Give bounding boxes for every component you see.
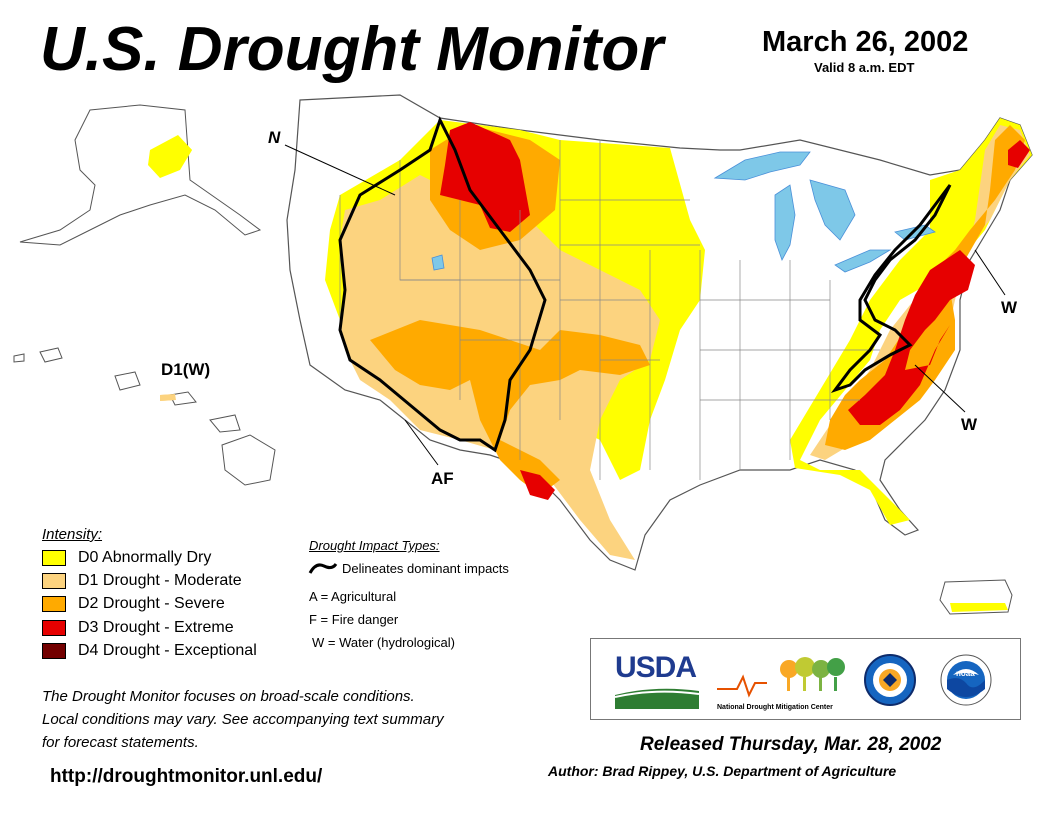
state-borders: [339, 140, 880, 480]
hawaii-islands: [13, 347, 276, 486]
valid-time: Valid 8 a.m. EDT: [814, 60, 915, 75]
d3-texas: [520, 470, 555, 500]
impact-delineates-text: Delineates dominant impacts: [342, 561, 509, 576]
legend-label-d0: D0 Abnormally Dry: [78, 549, 212, 566]
legend-item-d4: D4 Drought - Exceptional: [42, 641, 257, 661]
impact-line-east: [830, 184, 952, 393]
legend-swatch-d2: [42, 596, 66, 612]
website-url[interactable]: http://droughtmonitor.unl.edu/: [50, 766, 323, 787]
usda-logo: USDA: [615, 651, 699, 709]
note-line-2: Local conditions may vary. See accompany…: [42, 711, 444, 728]
impact-type-agricultural: A = Agricultural: [309, 589, 397, 604]
release-date: Released Thursday, Mar. 28, 2002: [640, 734, 942, 755]
alaska-land: [19, 104, 262, 246]
author-credit: Author: Brad Rippey, U.S. Department of …: [548, 763, 897, 779]
hawaii-label: D1(W): [161, 360, 211, 379]
impact-line-icon: [308, 563, 338, 574]
impact-legend-title: Drought Impact Types:: [309, 538, 440, 553]
legend-swatch-d1: [42, 573, 66, 589]
d3-midatlantic: [848, 250, 975, 425]
legend-item-d1: D1 Drought - Moderate: [42, 571, 242, 591]
lake-superior: [713, 151, 811, 181]
impact-type-fire: F = Fire danger: [309, 612, 399, 627]
legend-swatch-d0: [42, 550, 66, 566]
d2-southwest: [370, 320, 650, 495]
impact-label-w-se: W: [961, 415, 978, 434]
ndmc-wordmark: National Drought Mitigation Center: [717, 704, 833, 711]
map-date: March 26, 2002: [762, 26, 969, 58]
lake-erie: [834, 249, 892, 273]
note-line-3: for forecast statements.: [42, 734, 199, 751]
usda-wordmark: USDA: [615, 651, 697, 684]
impact-label-w-ne: W: [1001, 298, 1018, 317]
impact-label-n: N: [268, 128, 281, 147]
d3-maine: [1008, 140, 1030, 168]
legend-item-d3: D3 Drought - Extreme: [42, 618, 234, 638]
leader-lines: [284, 144, 1006, 466]
legend-swatch-d3: [42, 620, 66, 636]
noaa-wordmark: noaa: [956, 669, 975, 678]
map-title: U.S. Drought Monitor: [40, 15, 664, 84]
impact-lines: [338, 116, 952, 453]
legend-label-d1: D1 Drought - Moderate: [78, 572, 242, 589]
lake-michigan: [774, 184, 796, 261]
legend-label-d2: D2 Drought - Severe: [78, 595, 225, 612]
d3-regions: [440, 122, 1030, 500]
impact-line-north: [338, 116, 547, 453]
impact-label-af: AF: [431, 469, 454, 488]
legend-swatch-d4: [42, 643, 66, 659]
ndmc-logo: National Drought Mitigation Center: [717, 649, 847, 713]
legend-label-d3: D3 Drought - Extreme: [78, 619, 234, 636]
lake-huron: [809, 179, 856, 241]
legend-item-d0: D0 Abnormally Dry: [42, 548, 211, 568]
disclaimer-note: The Drought Monitor focuses on broad-sca…: [42, 685, 602, 754]
sponsor-logos: USDA National Drought Mitigation Center: [590, 638, 1021, 720]
impact-type-water: W = Water (hydrological): [312, 635, 455, 650]
d3-montana: [440, 122, 530, 232]
note-line-1: The Drought Monitor focuses on broad-sca…: [42, 688, 415, 705]
noaa-logo: noaa: [939, 653, 993, 712]
legend-item-d2: D2 Drought - Severe: [42, 594, 225, 614]
commerce-seal: [863, 653, 917, 712]
d0-east: [790, 118, 1032, 525]
intensity-legend-title: Intensity:: [42, 526, 103, 543]
great-salt-lake: [431, 254, 445, 271]
legend-label-d4: D4 Drought - Exceptional: [78, 642, 257, 659]
